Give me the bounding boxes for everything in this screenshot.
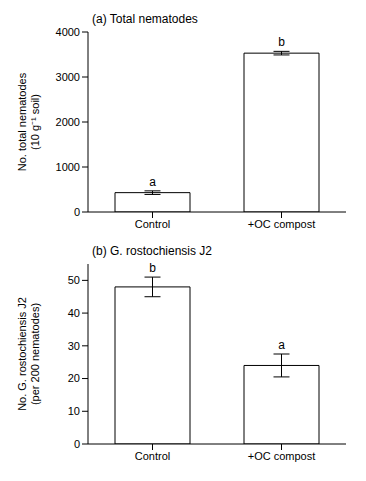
svg-text:10: 10 xyxy=(68,405,80,417)
svg-text:30: 30 xyxy=(68,340,80,352)
svg-text:No. total nematodes(10 g⁻¹ soi: No. total nematodes(10 g⁻¹ soil) xyxy=(16,72,41,171)
svg-text:2000: 2000 xyxy=(56,116,80,128)
svg-text:40: 40 xyxy=(68,307,80,319)
svg-text:a: a xyxy=(278,338,285,352)
svg-text:0: 0 xyxy=(74,206,80,218)
svg-text:50: 50 xyxy=(68,274,80,286)
svg-text:a: a xyxy=(149,175,156,189)
svg-text:4000: 4000 xyxy=(56,26,80,38)
svg-text:+OC compost: +OC compost xyxy=(248,450,316,462)
svg-text:0: 0 xyxy=(74,438,80,450)
svg-text:+OC compost: +OC compost xyxy=(248,218,316,230)
svg-text:Control: Control xyxy=(135,450,170,462)
svg-text:1000: 1000 xyxy=(56,161,80,173)
svg-text:3000: 3000 xyxy=(56,71,80,83)
svg-text:b: b xyxy=(149,261,156,275)
svg-text:No. G. rostochiensis J2(per 20: No. G. rostochiensis J2(per 200 nematode… xyxy=(16,297,41,411)
html-text:(a) Total nematodes: (a) Total nematodes xyxy=(92,12,198,26)
svg-text:Control: Control xyxy=(135,218,170,230)
svg-text:b: b xyxy=(278,35,285,49)
html-text:(b) G. rostochiensis J2: (b) G. rostochiensis J2 xyxy=(92,244,212,258)
svg-text:20: 20 xyxy=(68,372,80,384)
